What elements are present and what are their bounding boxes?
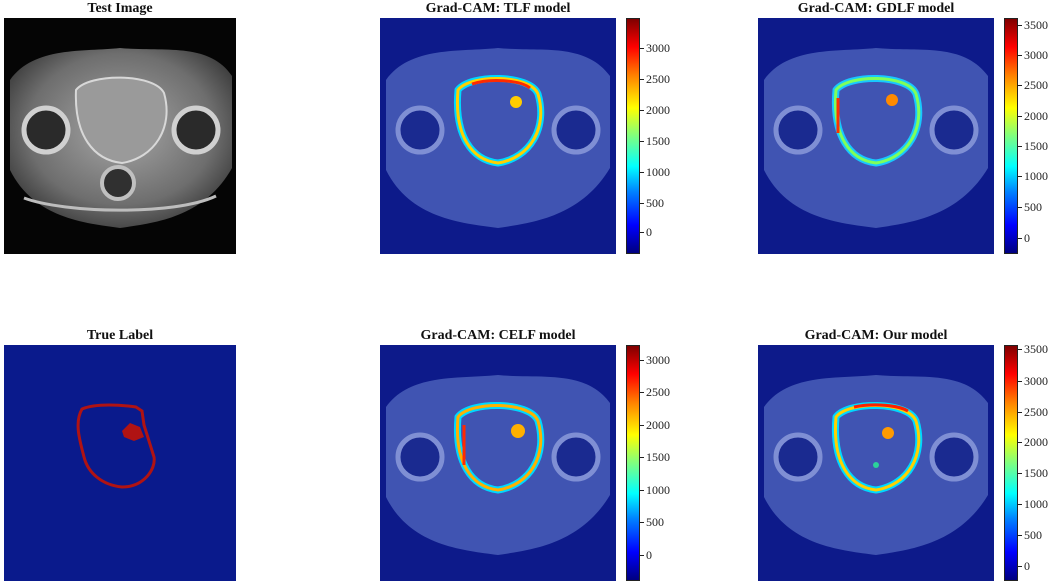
panel-title-test-image: Test Image — [87, 1, 153, 16]
panel-title-tlf: Grad-CAM: TLF model — [425, 1, 571, 16]
panel-title-gdlf: Grad-CAM: GDLF model — [797, 1, 955, 16]
tick-label: 1500 — [1018, 139, 1048, 153]
tick-label: 500 — [1018, 528, 1042, 542]
tick-label: 1000 — [640, 483, 670, 497]
tick-label: 3500 — [1018, 342, 1048, 356]
tick-label: 2500 — [640, 72, 670, 86]
panel-title-celf: Grad-CAM: CELF model — [420, 328, 576, 343]
gradcam-overlay-graphic — [386, 375, 610, 555]
label-contour-graphic — [76, 403, 156, 489]
panel-title-our-model: Grad-CAM: Our model — [804, 328, 948, 343]
tick-label: 1500 — [640, 134, 670, 148]
gradcam-gdlf-image — [758, 18, 994, 254]
tick-label: 2500 — [1018, 405, 1048, 419]
gradcam-overlay-graphic — [764, 375, 988, 555]
panel-title-true-label: True Label — [86, 328, 154, 343]
tick-label: 3000 — [640, 41, 670, 55]
tick-label: 3500 — [1018, 18, 1048, 32]
gradcam-our-model-image — [758, 345, 994, 581]
tick-label: 2000 — [1018, 435, 1048, 449]
gradcam-celf-image — [380, 345, 616, 581]
gradcam-overlay-graphic — [386, 48, 610, 228]
tick-label: 1000 — [1018, 497, 1048, 511]
tick-label: 1000 — [1018, 169, 1048, 183]
tick-label: 3000 — [640, 353, 670, 367]
gradcam-overlay-graphic — [764, 48, 988, 228]
tick-label: 0 — [640, 225, 652, 239]
tick-label: 500 — [640, 196, 664, 210]
tick-label: 0 — [640, 548, 652, 562]
colorbar-tlf — [626, 18, 640, 254]
tick-label: 2000 — [640, 103, 670, 117]
tick-label: 1000 — [640, 165, 670, 179]
colorbar-celf — [626, 345, 640, 581]
tick-label: 2500 — [640, 385, 670, 399]
tick-label: 2000 — [640, 418, 670, 432]
mri-scan-graphic — [10, 48, 232, 228]
tick-label: 3000 — [1018, 48, 1048, 62]
tick-label: 500 — [640, 515, 664, 529]
colorbar-gdlf — [1004, 18, 1018, 254]
tick-label: 2000 — [1018, 109, 1048, 123]
tick-label: 1500 — [1018, 466, 1048, 480]
tick-label: 0 — [1018, 231, 1030, 245]
tick-label: 0 — [1018, 559, 1030, 573]
true-label-image — [4, 345, 236, 581]
tick-label: 500 — [1018, 200, 1042, 214]
test-image-mri — [4, 18, 236, 254]
colorbar-our-model — [1004, 345, 1018, 581]
tick-label: 3000 — [1018, 374, 1048, 388]
tick-label: 2500 — [1018, 78, 1048, 92]
gradcam-tlf-image — [380, 18, 616, 254]
tick-label: 1500 — [640, 450, 670, 464]
